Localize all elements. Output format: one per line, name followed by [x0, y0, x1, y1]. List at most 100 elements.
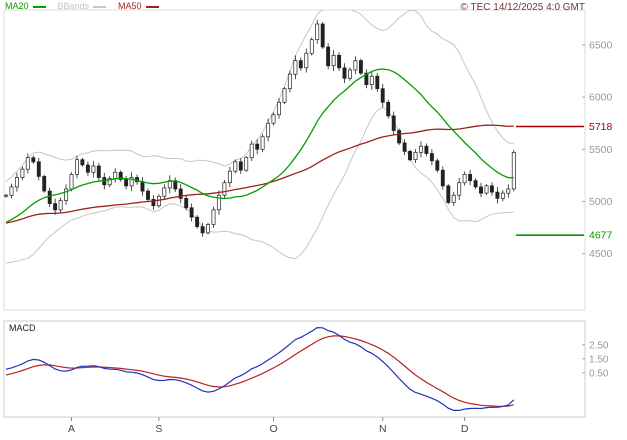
legend-item-ma50[interactable]: MA50 — [118, 1, 159, 12]
candle-body — [53, 203, 58, 211]
legend-ma50-label: MA50 — [118, 1, 142, 11]
candle — [484, 184, 489, 195]
candle-body — [255, 143, 260, 150]
legend-bbands-label: BBands — [57, 1, 90, 11]
candle — [391, 111, 396, 135]
candle-body — [64, 188, 69, 201]
candle-body — [85, 164, 90, 173]
resistance-level-label: 5718 — [589, 121, 613, 133]
candle — [129, 172, 134, 192]
candle — [402, 139, 407, 156]
candle-body — [69, 174, 74, 190]
candle — [69, 172, 74, 192]
candle-body — [80, 159, 85, 166]
candle-body — [479, 186, 483, 194]
candle-body — [489, 185, 494, 193]
candle-body — [446, 185, 451, 203]
candle — [473, 178, 478, 190]
candle — [151, 195, 156, 210]
candle — [429, 149, 434, 166]
candle — [500, 190, 505, 202]
candle — [113, 168, 118, 183]
candle-body — [162, 187, 167, 197]
candle — [227, 166, 232, 188]
candle-body — [266, 122, 271, 138]
candle — [457, 177, 462, 201]
candles — [4, 19, 516, 237]
candle — [320, 22, 325, 49]
candle — [479, 182, 483, 198]
price-axis-tick-label: 4500 — [589, 248, 613, 260]
candle-body — [342, 67, 347, 79]
candle — [287, 70, 292, 93]
candle-body — [506, 188, 511, 194]
copyright-text: © TEC 14/12/2025 4:0 GMT — [460, 2, 585, 13]
candle — [315, 19, 320, 44]
candle — [91, 160, 96, 178]
candle-body — [146, 190, 150, 200]
candle — [173, 177, 178, 193]
candle-body — [140, 181, 145, 192]
candle-body — [293, 60, 298, 75]
candle-body — [298, 60, 303, 69]
candle-body — [320, 23, 325, 48]
candle-body — [189, 207, 194, 218]
macd-signal-line — [5, 335, 514, 407]
candle — [42, 174, 47, 193]
candle-body — [495, 191, 500, 199]
candle — [277, 98, 281, 119]
candle-body — [348, 69, 352, 79]
candle — [260, 133, 265, 153]
candle — [238, 158, 243, 174]
month-label: D — [461, 423, 469, 435]
candle — [419, 141, 423, 158]
legend-item-bbands[interactable]: BBands — [58, 1, 107, 12]
candle-body — [36, 161, 41, 177]
candle-body — [129, 177, 134, 187]
macd-axis-tick-label: 2.50 — [589, 340, 609, 351]
candle — [146, 188, 150, 202]
candle — [489, 182, 494, 196]
candle — [462, 171, 467, 186]
candle — [298, 57, 303, 71]
candle-body — [440, 169, 445, 187]
legend-ma20-line-swatch — [32, 5, 46, 8]
candle — [184, 195, 189, 211]
candle-body — [457, 182, 462, 196]
month-label: A — [68, 423, 75, 435]
candle-body — [315, 23, 320, 41]
candle — [397, 128, 402, 146]
candle-body — [419, 145, 423, 153]
legend-item-ma20[interactable]: MA20 — [5, 1, 46, 12]
candle — [14, 172, 19, 192]
candle — [195, 215, 200, 229]
bollinger-lower-band-line — [5, 106, 514, 264]
candle-body — [20, 168, 25, 178]
legend-ma20-label: MA20 — [5, 1, 29, 11]
candle — [353, 56, 358, 75]
macd-panel — [5, 326, 515, 411]
candle-body — [304, 52, 309, 69]
candle-body — [468, 174, 473, 182]
candle-body — [429, 153, 434, 162]
price-axis-tick-label: 5500 — [589, 144, 613, 156]
price-panel-frame — [3, 9, 586, 311]
candle-body — [435, 160, 440, 171]
candle-body — [216, 194, 221, 211]
candle — [222, 180, 227, 198]
candle-body — [331, 54, 336, 67]
candle-body — [337, 54, 342, 69]
candle-body — [124, 179, 129, 187]
candle — [53, 198, 58, 215]
candle-body — [408, 151, 412, 161]
candle-body — [91, 165, 96, 173]
macd-line — [5, 326, 515, 411]
legend-bbands-line-swatch — [93, 5, 107, 8]
candle-body — [244, 157, 249, 171]
candle-body — [211, 209, 216, 225]
candle — [85, 161, 90, 176]
candle — [107, 176, 112, 188]
candle — [80, 158, 85, 167]
